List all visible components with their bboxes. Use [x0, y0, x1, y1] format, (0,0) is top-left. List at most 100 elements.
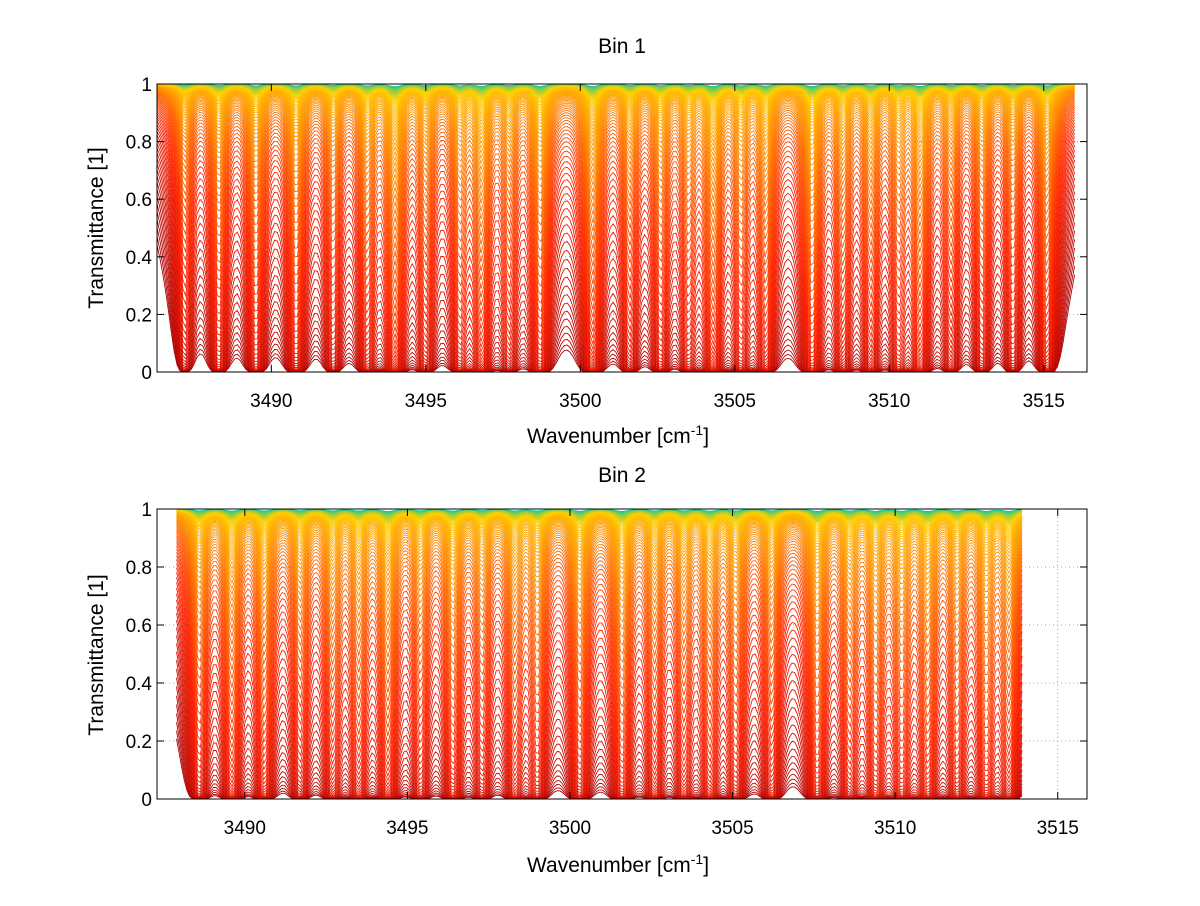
y-tick-label: 0.8 — [126, 558, 152, 579]
series-line — [156, 103, 1075, 310]
series-line — [176, 511, 1023, 534]
series-line — [156, 87, 1075, 157]
series-line — [176, 587, 1023, 789]
x-tick-label: 3505 — [714, 391, 756, 412]
y-tick-label: 0.4 — [126, 248, 153, 269]
series-line — [156, 101, 1075, 301]
series-line — [176, 512, 1023, 549]
series-line — [156, 96, 1075, 266]
series-line — [176, 512, 1023, 552]
series-line — [176, 510, 1023, 531]
series-line — [176, 651, 1023, 800]
x-axis-label-end: ] — [703, 854, 709, 877]
ticks: 3490 3495 3500 3505 3510 3515 0 0.2 0.4 0.6 0.8 1 — [126, 75, 1087, 412]
x-tick-label: 3510 — [874, 818, 916, 839]
series-group — [176, 508, 1023, 800]
series-line — [156, 115, 1076, 351]
series-line — [156, 135, 1076, 369]
series-line — [156, 93, 1075, 231]
chart-title: Bin 2 — [598, 464, 646, 487]
series-line — [176, 552, 1023, 744]
series-line — [176, 517, 1023, 593]
series-line — [176, 548, 1023, 736]
series-line — [176, 514, 1023, 568]
series-line — [156, 118, 1076, 355]
y-tick-label: 1 — [141, 75, 152, 96]
series-line — [176, 523, 1023, 635]
x-axis-label-sup: -1 — [691, 422, 704, 438]
series-line — [156, 87, 1075, 162]
x-axis-label: Wavenumber [cm-1] — [527, 851, 709, 877]
series-line — [176, 511, 1023, 539]
series-line — [156, 95, 1075, 257]
series-line — [176, 613, 1023, 797]
series-line — [176, 606, 1023, 796]
series-line — [176, 516, 1023, 582]
panel-bin-2: Bin 2 3490 3495 3500 3505 3510 3515 0 0.2 0.4 0.6… — [85, 464, 1088, 877]
series-line — [156, 152, 1076, 372]
chart-title: Bin 1 — [598, 35, 646, 58]
series-line — [176, 567, 1023, 772]
series-line — [156, 121, 1076, 359]
series-line — [156, 86, 1075, 142]
series-line — [176, 555, 1023, 753]
series-line — [176, 563, 1023, 767]
x-tick-label: 3490 — [250, 391, 292, 412]
series-line — [176, 582, 1023, 786]
x-tick-label: 3515 — [1037, 818, 1079, 839]
series-line — [156, 85, 1075, 116]
series-line — [176, 529, 1023, 666]
series-line — [156, 85, 1075, 121]
series-line — [156, 85, 1075, 130]
series-line — [156, 148, 1076, 372]
y-tick-label: 0.4 — [126, 674, 153, 695]
series-line — [176, 525, 1023, 641]
series-line — [156, 106, 1075, 325]
series-line — [156, 131, 1076, 367]
series-line — [156, 88, 1075, 168]
series-line — [156, 89, 1075, 192]
series-line — [156, 90, 1075, 199]
y-tick-label: 0.6 — [126, 616, 152, 637]
x-tick-label: 3490 — [224, 818, 266, 839]
series-line — [156, 90, 1075, 207]
axes-frame — [156, 83, 1088, 373]
series-line — [156, 113, 1076, 346]
series-line — [176, 620, 1023, 798]
series-line — [176, 599, 1023, 794]
series-line — [156, 87, 1075, 151]
series-line — [176, 511, 1023, 536]
x-tick-label: 3495 — [405, 391, 447, 412]
series-line — [156, 85, 1075, 118]
series-line — [156, 139, 1076, 370]
series-line — [156, 99, 1075, 284]
x-tick-label: 3495 — [386, 818, 428, 839]
series-line — [176, 514, 1023, 563]
series-line — [156, 158, 1076, 372]
series-line — [176, 512, 1023, 546]
x-axis-label-text: Wavenumber [cm — [527, 854, 691, 877]
x-tick-label: 3500 — [559, 391, 601, 412]
series-line — [156, 86, 1075, 147]
series-line — [156, 93, 1075, 240]
y-tick-label: 0 — [141, 790, 152, 811]
series-line — [176, 627, 1023, 799]
series-line — [176, 521, 1023, 620]
series-line — [176, 660, 1023, 800]
series-line — [176, 535, 1023, 693]
series-line — [176, 522, 1023, 627]
series-line — [176, 545, 1023, 728]
series-line — [176, 515, 1023, 577]
series-line — [176, 543, 1023, 720]
series-line — [156, 85, 1075, 124]
y-tick-label: 0 — [141, 363, 152, 384]
x-tick-label: 3500 — [549, 818, 591, 839]
series-line — [156, 100, 1075, 293]
series-line — [176, 635, 1023, 799]
series-line — [156, 94, 1075, 249]
series-line — [176, 572, 1023, 778]
y-tick-label: 1 — [141, 500, 152, 521]
series-line — [156, 124, 1076, 362]
